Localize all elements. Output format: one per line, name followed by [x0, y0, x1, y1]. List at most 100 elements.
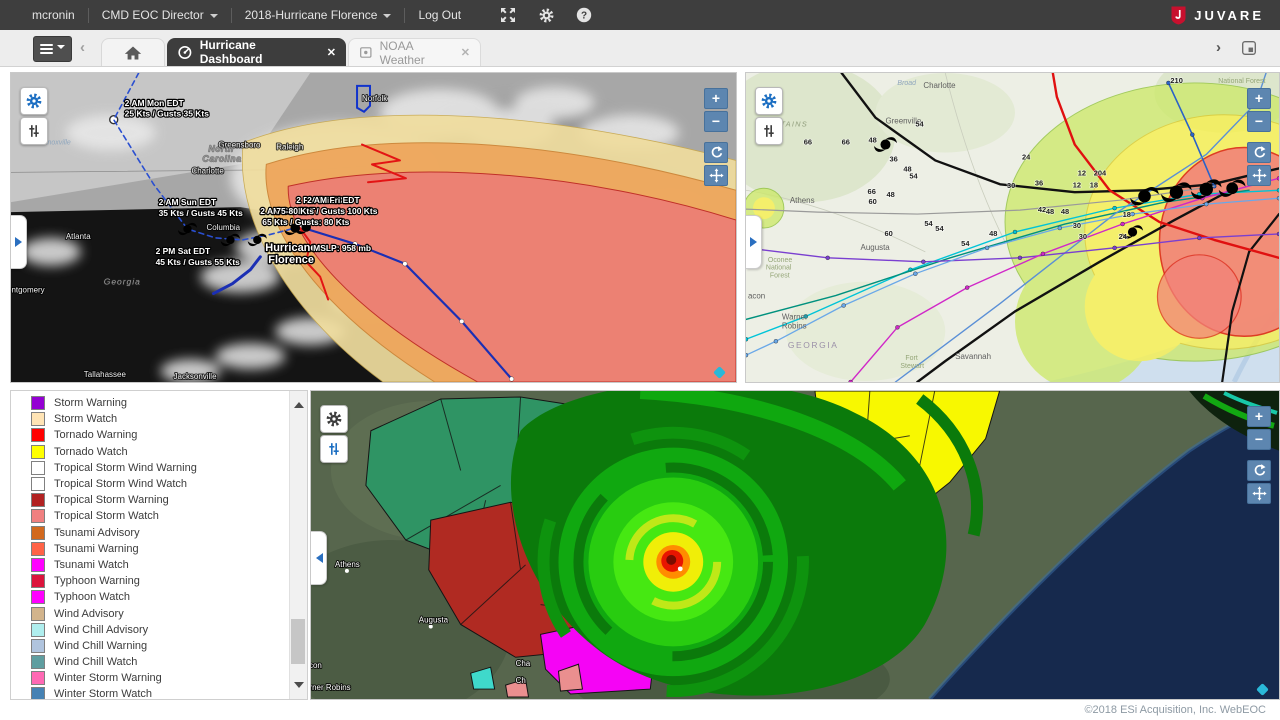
- model-red: [1051, 73, 1279, 259]
- radar-map[interactable]: Athens Augusta Cha Ch con urner Robins: [311, 391, 1279, 699]
- legend-item: Wind Chill Warning: [11, 638, 289, 654]
- zoom-in-button[interactable]: +: [1247, 406, 1271, 427]
- divider: [404, 7, 406, 23]
- track-point: [921, 259, 926, 264]
- map-label: 42: [1038, 205, 1046, 214]
- map-label: North: [208, 144, 234, 154]
- scrollbar-thumb[interactable]: [291, 619, 305, 664]
- gear-icon[interactable]: [537, 6, 555, 24]
- zoom-in-button[interactable]: +: [1247, 88, 1271, 109]
- legend-color-swatch: [31, 412, 45, 427]
- track-point: [1017, 255, 1023, 260]
- legend-color-swatch: [31, 477, 45, 492]
- legend-item-label: Tornado Watch: [54, 445, 128, 458]
- map-layers-button[interactable]: [320, 435, 348, 463]
- zoom-in-button[interactable]: +: [704, 88, 728, 109]
- map-layers-button[interactable]: [755, 117, 783, 145]
- map-label: 48: [886, 190, 894, 199]
- legend-item: Typhoon Watch: [11, 589, 289, 605]
- track-point: [1197, 235, 1202, 241]
- map-label: 66: [868, 187, 876, 196]
- map-label: 12: [1073, 180, 1081, 189]
- menu-button[interactable]: [33, 36, 72, 62]
- map-label: acon: [748, 292, 765, 301]
- locate-button[interactable]: [704, 165, 728, 186]
- help-icon[interactable]: ?: [575, 6, 593, 24]
- locate-button[interactable]: [1247, 165, 1271, 186]
- locate-button[interactable]: [1247, 483, 1271, 504]
- panel-collapse-button[interactable]: [746, 215, 762, 269]
- map-label: Fort: [905, 355, 917, 362]
- tab-forward-arrow[interactable]: ›: [1216, 39, 1221, 56]
- map-label: Oconee: [768, 257, 793, 264]
- track-point: [825, 255, 830, 260]
- models-map[interactable]: Charlotte Greenville Athens Augusta acon Warn…: [746, 73, 1279, 382]
- map-settings-button[interactable]: [755, 87, 783, 115]
- tab-noaa-weather[interactable]: NOAA Weather ✕: [348, 38, 481, 67]
- scroll-down-button[interactable]: [290, 680, 307, 695]
- map-label: 30: [1007, 181, 1015, 190]
- map-label: ontgomery: [11, 286, 45, 295]
- legend-scrollbar[interactable]: [289, 391, 307, 699]
- close-icon[interactable]: ✕: [460, 47, 470, 59]
- map-label: National Forest: [1218, 78, 1265, 85]
- zoom-out-button[interactable]: −: [1247, 111, 1271, 132]
- panel-collapse-button[interactable]: [11, 215, 27, 269]
- legend-item: Winter Storm Warning: [11, 670, 289, 686]
- scroll-up-button[interactable]: [290, 395, 307, 410]
- refresh-button[interactable]: [704, 142, 728, 163]
- tab-back-arrow[interactable]: ‹: [80, 39, 85, 56]
- home-tab[interactable]: [101, 38, 165, 66]
- legend-color-swatch: [31, 525, 45, 540]
- map-label: Columbia: [206, 223, 240, 232]
- refresh-button[interactable]: [1247, 460, 1271, 481]
- map-label: 36: [889, 154, 897, 163]
- tab-label: Hurricane Dashboard: [199, 38, 263, 66]
- track-point: [773, 339, 779, 344]
- map-label: 2 PM Sat EDT: [156, 246, 211, 256]
- track-point: [1276, 188, 1279, 193]
- close-icon[interactable]: ✕: [326, 46, 336, 59]
- incident-dropdown[interactable]: 2018-Hurricane Florence: [241, 8, 396, 22]
- model-gray: [746, 185, 1215, 215]
- map-label: Georgia: [104, 277, 141, 287]
- chevron-right-icon: [749, 237, 762, 247]
- zoom-out-button[interactable]: −: [704, 111, 728, 132]
- home-icon: [124, 45, 142, 60]
- map-label: MSLP: 958 mb: [313, 243, 371, 253]
- sliders-icon: [329, 443, 339, 455]
- map-label: urner Robins: [311, 683, 351, 692]
- divider: [87, 7, 89, 23]
- map-label: 54: [915, 120, 924, 129]
- zoom-out-button[interactable]: −: [1247, 429, 1271, 450]
- refresh-button[interactable]: [1247, 142, 1271, 163]
- legend-color-swatch: [31, 574, 45, 589]
- legend-item: Tropical Storm Wind Warning: [11, 460, 289, 476]
- map-label: 45 Kts / Gusts 55 Kts: [156, 257, 241, 267]
- legend-item: Storm Watch: [11, 411, 289, 427]
- map-label: 204: [1094, 168, 1107, 177]
- dashboard-icon: [178, 46, 192, 59]
- map-label: Augusta: [419, 616, 449, 625]
- map-label: Savannah: [955, 352, 991, 361]
- track-point: [964, 285, 970, 290]
- warning-polygon: [356, 84, 372, 113]
- logout-link[interactable]: Log Out: [418, 8, 462, 22]
- map-label: 60: [869, 197, 877, 206]
- legend-item: Typhoon Warning: [11, 573, 289, 589]
- panel-collapse-button[interactable]: [311, 531, 327, 585]
- role-dropdown[interactable]: CMD EOC Director: [98, 8, 222, 22]
- triangle-down-icon: [293, 682, 304, 693]
- legend-item-label: Tropical Storm Wind Watch: [54, 478, 188, 491]
- legend-color-swatch: [31, 671, 45, 686]
- map-layers-button[interactable]: [20, 117, 48, 145]
- tab-hurricane-dashboard[interactable]: Hurricane Dashboard ✕: [167, 38, 346, 66]
- legend-item-label: Wind Chill Watch: [54, 656, 138, 669]
- legend-color-swatch: [31, 396, 45, 411]
- panel-list-icon[interactable]: [1240, 39, 1258, 62]
- legend-item-label: Tropical Storm Wind Warning: [54, 461, 197, 474]
- map-settings-button[interactable]: [320, 405, 348, 433]
- map-settings-button[interactable]: [20, 87, 48, 115]
- expand-icon[interactable]: [499, 6, 517, 24]
